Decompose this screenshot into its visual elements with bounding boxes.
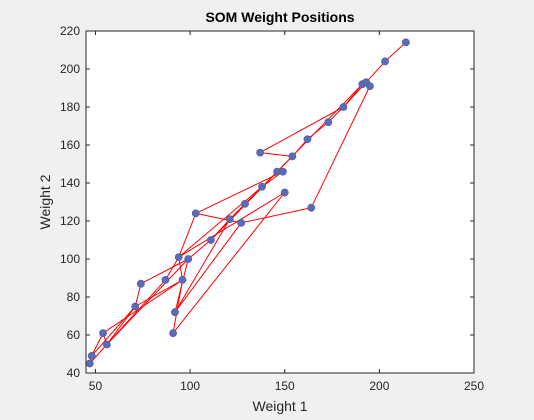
weight-point [85, 359, 94, 368]
weight-point [256, 148, 265, 157]
connection-line [102, 279, 183, 334]
chart-title: SOM Weight Positions [205, 9, 354, 25]
weight-point [303, 135, 312, 144]
weight-point [241, 199, 249, 208]
y-tick-label: 140 [60, 176, 80, 190]
y-tick-label: 40 [67, 366, 81, 380]
weight-point [280, 188, 289, 197]
weight-point [324, 118, 333, 127]
connection-line [187, 239, 212, 260]
weight-point [278, 167, 287, 176]
connection-line [178, 192, 285, 258]
weight-point [191, 209, 200, 218]
connection-line [174, 222, 242, 313]
weight-point [102, 340, 111, 349]
y-tick-label: 80 [67, 290, 81, 304]
plot-area [86, 31, 474, 373]
connection-line [89, 344, 108, 364]
weight-point [178, 275, 187, 284]
weight-point [131, 302, 140, 311]
y-tick-label: 200 [60, 62, 80, 76]
connection-line [310, 85, 371, 208]
weight-point [184, 255, 193, 263]
connection-line [174, 258, 189, 313]
x-tick-label: 100 [180, 379, 200, 393]
y-tick-label: 160 [60, 138, 80, 152]
weight-point [258, 182, 266, 191]
weight-point [225, 215, 234, 223]
connection-line [172, 192, 286, 334]
weight-point [174, 253, 183, 261]
weight-point [401, 38, 410, 47]
y-tick-label: 100 [60, 252, 80, 266]
weight-point [169, 329, 177, 337]
weight-points [85, 38, 410, 368]
y-axis-ticks: 40 60 80 100 120 140 160 180 200 220 [60, 24, 474, 380]
connection-line [140, 258, 189, 285]
x-tick-label: 50 [89, 379, 103, 393]
connection-line [106, 306, 136, 345]
connection-line [384, 42, 407, 62]
connection-line [210, 83, 363, 241]
y-tick-label: 220 [60, 24, 80, 38]
x-tick-label: 250 [464, 379, 484, 393]
connection-line [365, 61, 386, 83]
weight-point [207, 236, 215, 244]
connection-line [260, 152, 293, 157]
connection-line [195, 171, 284, 214]
y-axis-label: Weight 2 [37, 174, 53, 229]
y-tick-label: 180 [60, 100, 80, 114]
connection-line [134, 283, 142, 307]
weight-point [161, 275, 170, 284]
weight-point [381, 57, 389, 66]
axes-box [85, 30, 475, 374]
weight-point [171, 308, 179, 317]
x-axis-label: Weight 1 [253, 398, 308, 414]
weight-point [87, 351, 96, 360]
connection-line [241, 207, 312, 224]
y-tick-label: 60 [67, 328, 81, 342]
connection-line [134, 279, 183, 307]
weight-point [99, 329, 107, 337]
y-tick-label: 120 [60, 214, 80, 228]
weight-point [307, 203, 316, 212]
weight-point [339, 103, 348, 111]
connection-line [178, 213, 197, 258]
connection-line [91, 332, 104, 357]
connection-line [178, 186, 263, 258]
connection-line [106, 258, 189, 345]
connection-line [91, 306, 136, 357]
connection-line [259, 106, 344, 154]
weight-point [136, 279, 145, 288]
x-tick-label: 150 [275, 379, 295, 393]
x-tick-label: 200 [369, 379, 389, 393]
weight-point [366, 82, 374, 90]
x-axis-ticks: 50 100 150 200 250 [89, 31, 484, 393]
connection-line [174, 218, 231, 313]
connection-line [165, 256, 180, 281]
connection-line [195, 212, 242, 224]
weight-point [288, 152, 297, 161]
weight-point [237, 218, 246, 227]
